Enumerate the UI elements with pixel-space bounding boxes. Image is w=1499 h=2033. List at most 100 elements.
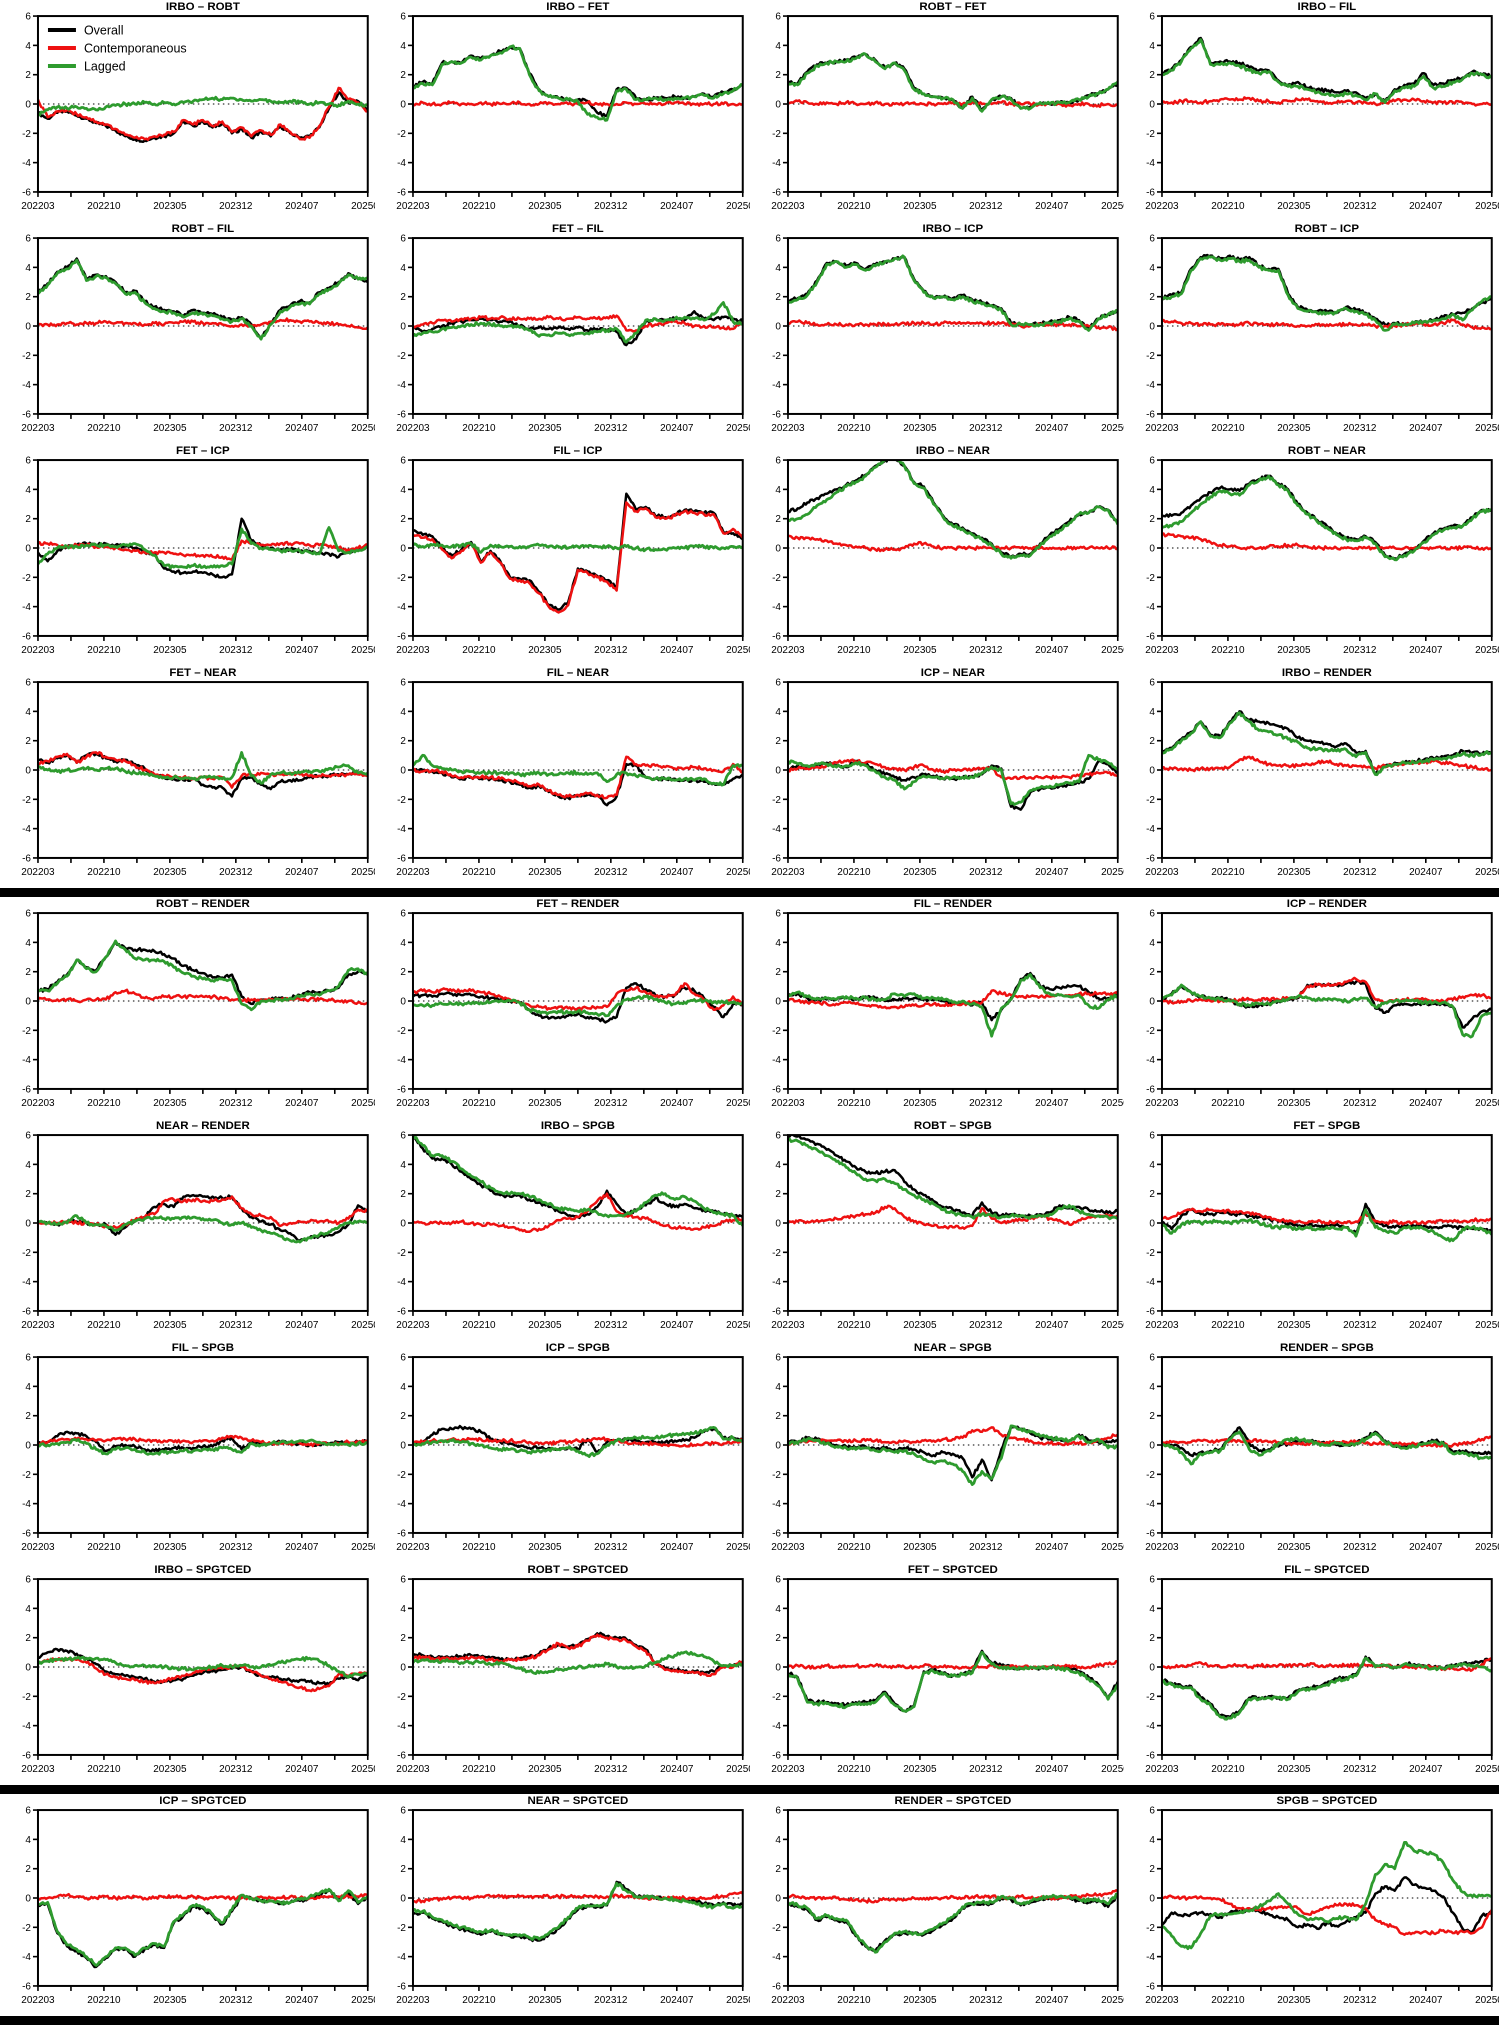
y-tick-label: 6	[25, 12, 31, 23]
y-tick-label: -4	[397, 1721, 406, 1732]
series-lagged-line	[1162, 1430, 1493, 1466]
x-tick-label: 202407	[1409, 867, 1443, 878]
x-tick-label: 202312	[219, 201, 253, 212]
series-contemporaneous-line	[1162, 1207, 1493, 1226]
y-tick-label: 4	[775, 1382, 781, 1393]
x-tick-label: 202501	[1475, 1098, 1499, 1109]
series-contemporaneous-line	[787, 319, 1118, 332]
y-tick-label: 0	[1150, 1219, 1156, 1230]
y-tick-label: 2	[775, 736, 781, 747]
x-tick-label: 202501	[1101, 1320, 1125, 1331]
chart-title: ICP – NEAR	[920, 667, 985, 679]
chart-title: NEAR – RENDER	[156, 1120, 251, 1132]
x-tick-label: 202305	[528, 1098, 562, 1109]
x-tick-label: 202312	[1343, 1764, 1377, 1775]
x-tick-label: 202501	[726, 423, 750, 434]
y-tick-label: 6	[400, 234, 406, 245]
y-tick-label: -6	[397, 1528, 406, 1539]
series-contemporaneous-line	[37, 1195, 368, 1230]
y-tick-label: -2	[22, 1923, 31, 1934]
chart-title: ROBT – ICP	[1295, 223, 1360, 235]
y-tick-label: 2	[775, 967, 781, 978]
x-tick-label: 202203	[1146, 1320, 1180, 1331]
y-tick-label: -2	[1146, 795, 1155, 806]
y-tick-label: -4	[1146, 1952, 1155, 1963]
series-lagged-line	[787, 1650, 1118, 1713]
y-tick-label: -2	[772, 1923, 781, 1934]
y-tick-label: -2	[22, 1692, 31, 1703]
series-contemporaneous-line	[787, 1426, 1118, 1447]
y-tick-label: 6	[1150, 1131, 1156, 1142]
separator-bar	[0, 1785, 1499, 1794]
x-tick-label: 202203	[1146, 201, 1180, 212]
y-tick-label: 6	[1150, 1575, 1156, 1586]
chart-render---spgtced: RENDER – SPGTCED -6 -4 -2 0 2 4 6 202203 202210 20…	[771, 1795, 1124, 2006]
x-tick-label: 202305	[528, 423, 562, 434]
series-lagged-line	[1162, 38, 1493, 104]
y-tick-label: -2	[22, 129, 31, 140]
chart-row: NEAR – RENDER -6 -4 -2 0 2 4 6 202203 202210 20230…	[0, 1119, 1499, 1341]
chart-title: RENDER – SPGTCED	[894, 1795, 1011, 1807]
y-tick-label: -4	[22, 380, 31, 391]
y-tick-label: -6	[397, 1981, 406, 1992]
x-tick-label: 202312	[1343, 1098, 1377, 1109]
x-tick-label: 202407	[285, 1098, 319, 1109]
y-tick-label: 2	[1150, 514, 1156, 525]
x-tick-label: 202210	[1212, 867, 1246, 878]
y-tick-label: -6	[22, 1981, 31, 1992]
x-tick-label: 202305	[1277, 423, 1311, 434]
x-tick-label: 202210	[87, 1764, 121, 1775]
y-tick-label: 4	[400, 1160, 406, 1171]
series-lagged-line	[37, 1438, 368, 1456]
y-tick-label: -2	[22, 1470, 31, 1481]
chart-irbo---fet: IRBO – FET -6 -4 -2 0 2 4 6 202203 202210 202305 20…	[396, 1, 749, 212]
y-tick-label: -2	[22, 1026, 31, 1037]
y-tick-label: 4	[25, 1382, 31, 1393]
y-tick-label: 2	[775, 1864, 781, 1875]
x-tick-label: 202210	[87, 201, 121, 212]
chart-fil---icp: FIL – ICP -6 -4 -2 0 2 4 6 202203 202210 202305 202…	[396, 445, 749, 656]
x-tick-label: 202501	[351, 1542, 375, 1553]
y-tick-label: -6	[397, 631, 406, 642]
x-tick-label: 202407	[285, 645, 319, 656]
chart-title: FIL – SPGTCED	[1284, 1564, 1369, 1576]
y-tick-label: 0	[400, 544, 406, 555]
series-overall-line	[37, 751, 368, 798]
series-contemporaneous-line	[1162, 1657, 1493, 1673]
y-tick-label: 2	[775, 1633, 781, 1644]
series-overall-line	[37, 1889, 368, 1969]
x-tick-label: 202203	[21, 423, 55, 434]
y-tick-label: -6	[22, 853, 31, 864]
x-tick-label: 202312	[1343, 867, 1377, 878]
x-tick-label: 202407	[285, 423, 319, 434]
x-tick-label: 202203	[21, 1764, 55, 1775]
chart-cell: FET – FIL -6 -4 -2 0 2 4 6 202203 202210 202305 202…	[375, 222, 750, 444]
y-tick-label: -4	[397, 1277, 406, 1288]
y-tick-label: -6	[22, 631, 31, 642]
y-tick-label: -6	[22, 1306, 31, 1317]
y-tick-label: 2	[775, 514, 781, 525]
y-tick-label: -4	[22, 1277, 31, 1288]
x-tick-label: 202407	[285, 201, 319, 212]
y-tick-label: 0	[25, 1441, 31, 1452]
chart-robt---icp: ROBT – ICP -6 -4 -2 0 2 4 6 202203 202210 202305 20…	[1146, 223, 1499, 434]
series-overall-line	[412, 1424, 743, 1454]
y-tick-label: 4	[775, 1160, 781, 1171]
x-tick-label: 202210	[837, 423, 871, 434]
y-tick-label: 2	[1150, 736, 1156, 747]
x-tick-label: 202203	[396, 1764, 430, 1775]
x-tick-label: 202312	[1343, 1320, 1377, 1331]
x-tick-label: 202305	[1277, 201, 1311, 212]
y-tick-label: 4	[1150, 707, 1156, 718]
x-tick-label: 202203	[771, 1995, 805, 2006]
y-tick-label: -4	[772, 1277, 781, 1288]
x-tick-label: 202312	[969, 867, 1003, 878]
chart-cell: FET – NEAR -6 -4 -2 0 2 4 6 202203 202210 202305 20…	[0, 666, 374, 888]
x-tick-label: 202305	[903, 423, 937, 434]
plot-frame	[786, 681, 1119, 859]
y-tick-label: 4	[400, 485, 406, 496]
x-tick-label: 202305	[1277, 1098, 1311, 1109]
y-tick-label: 6	[25, 909, 31, 920]
chart-title: ICP – RENDER	[1287, 898, 1368, 910]
